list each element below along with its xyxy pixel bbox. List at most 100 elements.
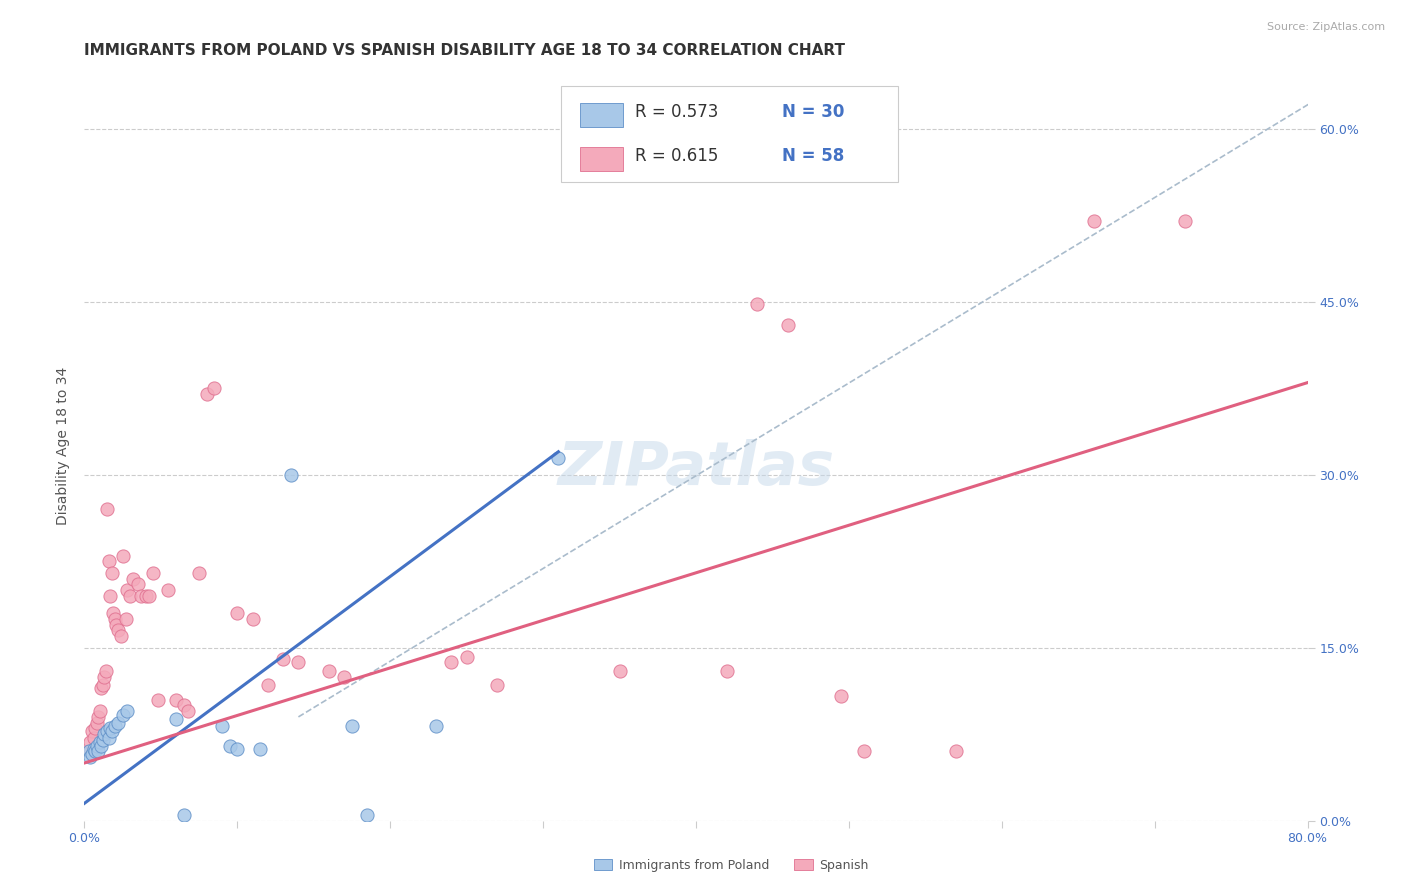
- Point: [456, 649, 478, 664]
- Point: [84, 722, 107, 736]
- Point: [101, 723, 124, 738]
- Point: [609, 664, 631, 678]
- Point: [86, 739, 108, 753]
- Point: [249, 742, 271, 756]
- FancyBboxPatch shape: [579, 147, 623, 171]
- Point: [122, 572, 145, 586]
- Point: [79, 735, 101, 749]
- Point: [77, 744, 100, 758]
- Point: [1174, 214, 1197, 228]
- Point: [80, 747, 103, 761]
- Point: [105, 617, 128, 632]
- Point: [138, 589, 160, 603]
- Point: [135, 589, 157, 603]
- Point: [280, 467, 302, 482]
- Point: [177, 704, 200, 718]
- Point: [93, 669, 115, 683]
- Point: [257, 678, 280, 692]
- Point: [271, 652, 294, 666]
- Point: [776, 318, 799, 332]
- Point: [86, 715, 108, 730]
- Point: [129, 589, 152, 603]
- Point: [115, 583, 138, 598]
- Point: [333, 669, 356, 683]
- Point: [87, 744, 110, 758]
- Text: IMMIGRANTS FROM POLAND VS SPANISH DISABILITY AGE 18 TO 34 CORRELATION CHART: IMMIGRANTS FROM POLAND VS SPANISH DISABI…: [84, 43, 845, 58]
- Point: [547, 450, 569, 465]
- Point: [97, 731, 120, 745]
- Point: [90, 681, 112, 695]
- Y-axis label: Disability Age 18 to 34: Disability Age 18 to 34: [56, 367, 70, 525]
- Point: [356, 808, 378, 822]
- Point: [101, 566, 124, 580]
- Point: [318, 664, 340, 678]
- Text: R = 0.615: R = 0.615: [636, 147, 718, 165]
- Point: [89, 735, 111, 749]
- Point: [188, 566, 211, 580]
- Point: [202, 381, 225, 395]
- Point: [440, 655, 463, 669]
- Point: [425, 719, 447, 733]
- Point: [107, 715, 129, 730]
- Point: [84, 744, 107, 758]
- Point: [157, 583, 180, 598]
- Point: [90, 739, 112, 753]
- Point: [111, 549, 134, 563]
- Point: [107, 624, 129, 638]
- Point: [111, 707, 134, 722]
- Point: [97, 554, 120, 568]
- Point: [96, 723, 118, 738]
- Point: [146, 692, 169, 706]
- Point: [1083, 214, 1105, 228]
- Point: [104, 719, 127, 733]
- Text: R = 0.573: R = 0.573: [636, 103, 718, 121]
- FancyBboxPatch shape: [579, 103, 623, 128]
- Point: [226, 742, 249, 756]
- Point: [165, 712, 187, 726]
- Point: [195, 387, 218, 401]
- Text: ZIPatlas: ZIPatlas: [557, 439, 835, 498]
- Legend: Immigrants from Poland, Spanish: Immigrants from Poland, Spanish: [589, 854, 873, 877]
- Point: [142, 566, 165, 580]
- Point: [96, 502, 118, 516]
- Point: [77, 744, 100, 758]
- Point: [93, 727, 115, 741]
- Point: [242, 612, 264, 626]
- Point: [173, 698, 195, 713]
- Point: [98, 722, 121, 736]
- Point: [98, 589, 121, 603]
- Point: [340, 719, 363, 733]
- Point: [83, 731, 105, 745]
- Point: [110, 629, 132, 643]
- Point: [115, 704, 138, 718]
- Point: [218, 739, 240, 753]
- Text: N = 30: N = 30: [782, 103, 844, 121]
- Point: [173, 808, 195, 822]
- Point: [165, 692, 187, 706]
- Point: [747, 297, 769, 311]
- Point: [91, 678, 114, 692]
- Point: [104, 612, 127, 626]
- Point: [83, 742, 105, 756]
- Point: [287, 655, 309, 669]
- Point: [89, 704, 111, 718]
- Point: [103, 606, 125, 620]
- Point: [114, 612, 136, 626]
- Point: [486, 678, 509, 692]
- FancyBboxPatch shape: [561, 87, 898, 182]
- Point: [226, 606, 249, 620]
- Point: [120, 589, 142, 603]
- Point: [945, 744, 967, 758]
- Point: [79, 750, 101, 764]
- Point: [91, 733, 114, 747]
- Point: [830, 689, 852, 703]
- Text: N = 58: N = 58: [782, 147, 844, 165]
- Point: [853, 744, 876, 758]
- Point: [80, 723, 103, 738]
- Point: [94, 664, 117, 678]
- Point: [87, 710, 110, 724]
- Text: Source: ZipAtlas.com: Source: ZipAtlas.com: [1267, 22, 1385, 32]
- Point: [211, 719, 233, 733]
- Point: [127, 577, 149, 591]
- Point: [716, 664, 738, 678]
